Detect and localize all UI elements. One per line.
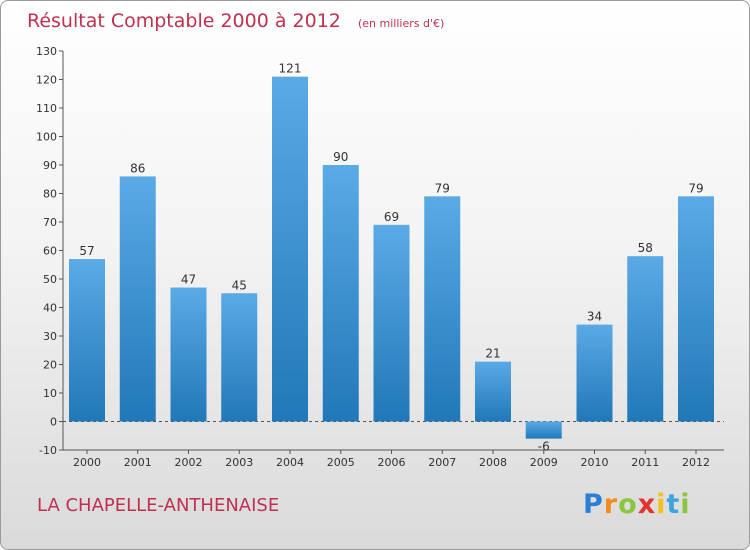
y-tick-label: 30 bbox=[43, 330, 57, 343]
logo-letter: t bbox=[666, 489, 681, 520]
bar-2004 bbox=[272, 76, 308, 422]
y-tick-label: 60 bbox=[43, 245, 57, 258]
y-tick-label: 130 bbox=[36, 45, 57, 58]
value-label-2006: 69 bbox=[384, 210, 399, 224]
x-tick-label: 2011 bbox=[631, 456, 659, 469]
bar-2006 bbox=[373, 224, 410, 422]
x-tick-label: 2000 bbox=[73, 456, 101, 469]
chart-subtitle: (en milliers d'€) bbox=[358, 17, 444, 30]
x-tick-label: 2006 bbox=[378, 456, 406, 469]
x-tick-label: 2004 bbox=[276, 456, 304, 469]
value-label-2009: -6 bbox=[538, 440, 550, 454]
value-label-2004: 121 bbox=[279, 62, 302, 76]
y-tick-label: 80 bbox=[43, 188, 57, 201]
x-tick-label: 2010 bbox=[581, 456, 609, 469]
value-label-2003: 45 bbox=[232, 278, 247, 292]
logo-letter: x bbox=[637, 489, 657, 520]
x-tick-label: 2003 bbox=[225, 456, 253, 469]
x-tick-label: 2002 bbox=[175, 456, 203, 469]
x-tick-label: 2005 bbox=[327, 456, 355, 469]
x-tick-label: 2012 bbox=[682, 456, 710, 469]
svg-text:Résultat Comptable 2000 à 2012: Résultat Comptable 2000 à 2012 (en milli… bbox=[27, 10, 444, 32]
bar-2005 bbox=[322, 165, 359, 422]
value-label-2000: 57 bbox=[79, 244, 94, 258]
y-tick-label: 70 bbox=[43, 216, 57, 229]
logo-letter: i bbox=[656, 489, 667, 520]
value-label-2007: 79 bbox=[435, 181, 450, 195]
bar-2000 bbox=[69, 259, 105, 422]
logo-letter: P bbox=[583, 489, 604, 520]
y-tick-label: 110 bbox=[36, 102, 57, 115]
bar-2001 bbox=[119, 176, 156, 422]
bar-2010 bbox=[576, 324, 613, 422]
y-tick-label: 10 bbox=[43, 387, 57, 400]
logo-letter: r bbox=[603, 489, 619, 520]
y-tick-label: 120 bbox=[36, 74, 57, 87]
bar-2002 bbox=[170, 287, 207, 422]
value-label-2008: 21 bbox=[485, 347, 500, 361]
chart-title: Résultat Comptable 2000 à 2012 bbox=[27, 10, 341, 32]
bar-2007 bbox=[424, 196, 461, 422]
logo-letter: o bbox=[618, 489, 638, 520]
y-tick-label: 40 bbox=[43, 302, 57, 315]
value-label-2011: 58 bbox=[638, 241, 653, 255]
bar-2012 bbox=[678, 196, 714, 422]
y-tick-label: 100 bbox=[36, 131, 57, 144]
bar-2003 bbox=[221, 293, 258, 422]
x-tick-label: 2008 bbox=[479, 456, 507, 469]
x-tick-label: 2007 bbox=[428, 456, 456, 469]
logo-letter: i bbox=[680, 489, 691, 520]
value-label-2002: 47 bbox=[181, 273, 196, 287]
value-label-2001: 86 bbox=[130, 161, 145, 175]
bar-2011 bbox=[627, 256, 664, 422]
y-tick-label: 50 bbox=[43, 273, 57, 286]
bar-2009 bbox=[525, 421, 562, 439]
commune-name: LA CHAPELLE-ANTHENAISE bbox=[37, 495, 280, 516]
x-tick-label: 2001 bbox=[124, 456, 152, 469]
value-label-2005: 90 bbox=[333, 150, 348, 164]
proxiti-logo: Proxiti bbox=[583, 489, 691, 520]
y-tick-label: 0 bbox=[50, 416, 57, 429]
value-label-2010: 34 bbox=[587, 310, 602, 324]
x-tick-label: 2009 bbox=[530, 456, 558, 469]
value-label-2012: 79 bbox=[688, 181, 703, 195]
y-tick-label: 20 bbox=[43, 359, 57, 372]
bar-2008 bbox=[475, 361, 511, 422]
y-tick-label: -10 bbox=[39, 444, 57, 457]
y-tick-label: 90 bbox=[43, 159, 57, 172]
plot-area: -10 0 10 20 30 40 50 60 70 80 90 100 110 120 130 57 2000… bbox=[36, 45, 724, 469]
